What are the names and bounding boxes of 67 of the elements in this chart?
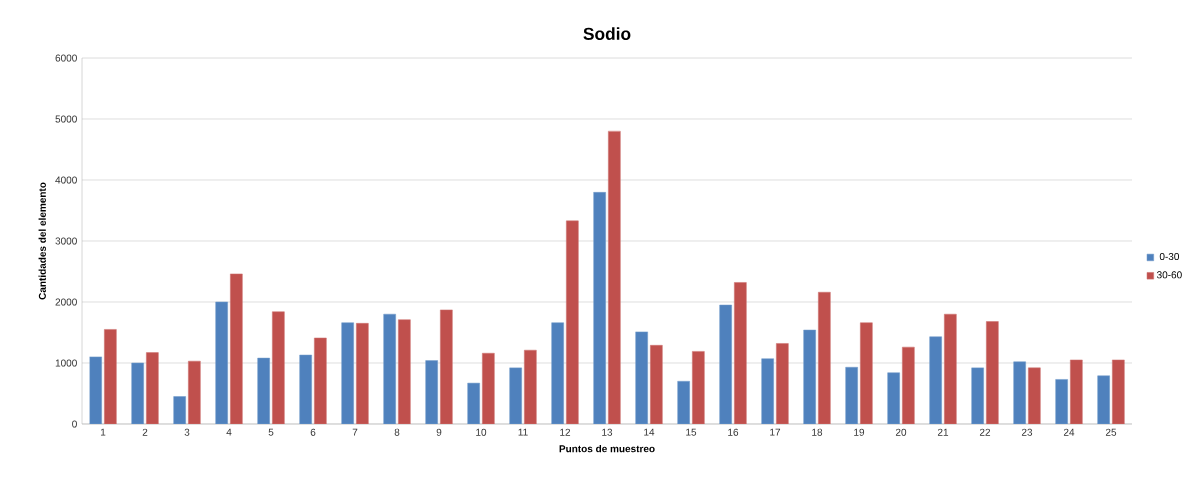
x-tick-label: 8 xyxy=(394,428,400,436)
bar xyxy=(104,329,117,424)
y-tick-label: 5000 xyxy=(55,115,77,123)
bar xyxy=(650,345,663,424)
chart-title: Sodio xyxy=(583,27,631,40)
x-tick-label: 15 xyxy=(686,428,697,436)
bar xyxy=(635,331,648,424)
bar xyxy=(215,301,228,424)
bar xyxy=(383,313,396,424)
bar xyxy=(341,322,354,424)
bar xyxy=(425,360,438,424)
bar xyxy=(356,323,369,424)
bar xyxy=(1013,361,1026,424)
x-tick-label: 2 xyxy=(142,428,148,436)
y-tick-label: 3000 xyxy=(55,237,77,245)
x-tick-label: 13 xyxy=(602,428,613,436)
bar xyxy=(761,358,774,424)
x-tick-label: 14 xyxy=(644,428,655,436)
y-tick-label: 4000 xyxy=(55,176,77,184)
legend-label: 30-60 xyxy=(1157,271,1182,279)
x-tick-label: 7 xyxy=(352,428,358,436)
x-tick-label: 12 xyxy=(560,428,571,436)
x-tick-label: 5 xyxy=(268,428,274,436)
x-tick-label: 21 xyxy=(937,428,949,436)
bar xyxy=(314,337,327,424)
x-tick-label: 24 xyxy=(1063,428,1075,436)
x-tick-label: 22 xyxy=(979,428,991,436)
bar xyxy=(272,311,285,424)
bar xyxy=(944,313,957,424)
bar xyxy=(608,130,621,424)
bar xyxy=(398,319,411,424)
bar xyxy=(986,321,999,424)
y-tick-label: 0 xyxy=(72,420,77,428)
x-tick-label: 25 xyxy=(1105,428,1117,436)
y-tick-label: 6000 xyxy=(55,54,77,62)
x-tick-label: 9 xyxy=(436,428,442,436)
bar xyxy=(929,336,942,424)
x-tick-label: 18 xyxy=(812,428,823,436)
x-tick-label: 19 xyxy=(854,428,865,436)
x-tick-label: 10 xyxy=(476,428,487,436)
x-tick-label: 11 xyxy=(518,428,528,436)
x-tick-label: 4 xyxy=(226,428,232,436)
bar xyxy=(692,351,705,424)
bar xyxy=(440,309,453,424)
x-tick-label: 1 xyxy=(100,428,106,436)
x-tick-label: 20 xyxy=(895,428,907,436)
bar xyxy=(719,304,732,424)
bar xyxy=(734,282,747,424)
x-tick-label: 16 xyxy=(728,428,739,436)
bar xyxy=(230,273,243,424)
bar xyxy=(776,343,789,424)
bar xyxy=(566,220,579,424)
bar xyxy=(803,329,816,424)
y-axis-title: Cantidades del elemento xyxy=(38,182,46,300)
y-tick-label: 2000 xyxy=(55,298,77,306)
legend-label: 0-30 xyxy=(1159,252,1180,261)
x-axis-title: Puntos de muestreo xyxy=(559,444,655,453)
x-tick-label: 17 xyxy=(770,428,781,436)
x-tick-label: 3 xyxy=(184,428,190,436)
bar xyxy=(146,352,159,424)
y-tick-label: 1000 xyxy=(55,359,77,367)
bar xyxy=(551,322,564,424)
bar xyxy=(818,291,831,424)
x-tick-label: 6 xyxy=(310,428,316,436)
bar xyxy=(860,322,873,424)
bar xyxy=(593,191,606,424)
x-tick-label: 23 xyxy=(1021,428,1033,436)
